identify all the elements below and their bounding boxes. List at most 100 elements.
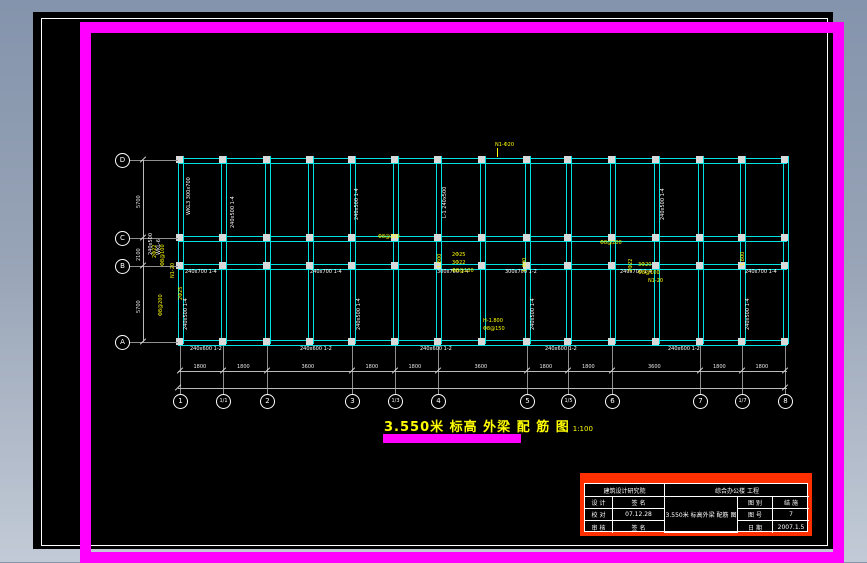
grid-bubble: 7	[693, 394, 708, 409]
column-marker	[391, 338, 398, 345]
column-marker	[306, 234, 313, 241]
column-marker	[523, 262, 530, 269]
rebar-note: Φ8@150	[483, 326, 505, 332]
column-marker	[738, 156, 745, 163]
beam-vertical	[350, 156, 356, 344]
titleblock-value-number: 7	[773, 509, 809, 521]
beam-label: 240x500 1-4	[356, 298, 362, 330]
column-marker	[652, 262, 659, 269]
column-marker	[434, 262, 441, 269]
beam-label: 240x500 1-4	[183, 298, 189, 330]
column-marker	[564, 234, 571, 241]
dim-value: 1800	[408, 364, 422, 370]
beam-label: 240x500 1-4	[530, 298, 536, 330]
column-marker	[696, 156, 703, 163]
rebar-note: 3Φ20	[638, 262, 652, 268]
column-marker	[348, 262, 355, 269]
titleblock-label-date: 日 期	[738, 521, 773, 533]
column-marker	[738, 338, 745, 345]
rebar-note: 2Φ25	[178, 286, 184, 300]
rebar-note: H-1.800	[483, 318, 503, 324]
column-marker	[781, 156, 788, 163]
dim-value: 1800	[582, 364, 595, 370]
rebar-note: Φ8@200	[158, 294, 164, 316]
beam-label: 240x700 1-4	[745, 269, 777, 275]
titleblock-value-check: 07.12.28	[613, 509, 665, 521]
column-marker	[176, 338, 183, 345]
column-marker	[608, 338, 615, 345]
grid-bubble: A	[115, 335, 130, 350]
beam-vertical	[393, 156, 399, 344]
titleblock-label-design: 设 计	[585, 497, 613, 509]
dimension-line	[178, 371, 787, 372]
dim-value: 5700	[136, 195, 142, 208]
beam-vertical	[480, 156, 486, 344]
dim-value: 3600	[301, 364, 315, 370]
beam-label: 240x500 1-4	[230, 196, 236, 228]
column-marker	[781, 338, 788, 345]
column-marker	[652, 234, 659, 241]
dim-value: 1800	[755, 364, 769, 370]
grid-bubble: 1/3	[388, 394, 403, 409]
column-marker	[263, 262, 270, 269]
column-marker	[219, 262, 226, 269]
rebar-note: Φ8@100	[160, 244, 166, 266]
column-marker	[306, 156, 313, 163]
column-marker	[306, 262, 313, 269]
paper-sheet	[33, 12, 833, 549]
column-marker	[652, 338, 659, 345]
beam-label: L-1 240x500	[442, 186, 448, 218]
column-marker	[652, 156, 659, 163]
rebar-note: Φ8@100	[452, 268, 474, 274]
titleblock-label-number: 图 号	[738, 509, 773, 521]
column-marker	[176, 156, 183, 163]
rebar-note: 3Φ22	[452, 260, 466, 266]
column-marker	[781, 262, 788, 269]
column-marker	[478, 234, 485, 241]
rebar-note: N1-20	[648, 278, 664, 284]
titleblock-value-approve: 签 名	[613, 521, 665, 533]
rebar-note: N1-20	[170, 262, 176, 278]
dim-value: 1800	[237, 364, 250, 370]
beam-label: 240x700 1-4	[620, 269, 652, 275]
beam-vertical	[740, 156, 746, 344]
titleblock-company: 建筑设计研究院	[585, 484, 665, 497]
column-marker	[523, 338, 530, 345]
column-marker	[738, 262, 745, 269]
rebar-note: Φ8@200	[378, 234, 400, 240]
column-marker	[696, 338, 703, 345]
grid-bubble: 1	[173, 394, 188, 409]
leader-line	[130, 238, 178, 239]
dimension-line	[143, 160, 144, 342]
column-marker	[263, 156, 270, 163]
column-marker	[478, 262, 485, 269]
column-marker	[696, 262, 703, 269]
rebar-note: Φ8@100	[638, 270, 660, 276]
column-marker	[608, 262, 615, 269]
leader-line	[130, 342, 178, 343]
beam-label: 240x600 1-2	[420, 346, 452, 352]
grid-bubble: 1/7	[735, 394, 750, 409]
column-marker	[608, 234, 615, 241]
dim-value: 1800	[193, 364, 207, 370]
column-marker	[391, 262, 398, 269]
dim-value: 1800	[713, 364, 726, 370]
drawing-title-text: 3.550米 标高 外梁 配 筋 图	[384, 420, 570, 435]
title-block: 建筑设计研究院 综合办公楼 工程 设 计 签 名 3.550米 标高外梁 配筋 …	[580, 473, 812, 536]
grid-bubble: B	[115, 259, 130, 274]
beam-vertical	[221, 156, 227, 344]
dim-value: 5700	[136, 300, 142, 313]
beam-vertical	[308, 156, 314, 344]
dimension-line	[178, 388, 787, 389]
grid-bubble: 4	[431, 394, 446, 409]
beam-vertical	[783, 156, 789, 344]
dim-value: 2100	[136, 248, 142, 261]
beam-vertical	[436, 156, 442, 344]
titleblock-label-check: 校 对	[585, 509, 613, 521]
beam-vertical	[654, 156, 660, 344]
sheet-border-line	[41, 18, 828, 546]
dim-value: 3600	[648, 364, 661, 370]
leader-line	[130, 266, 178, 267]
beam-label: 240x500 1-4	[745, 298, 751, 330]
